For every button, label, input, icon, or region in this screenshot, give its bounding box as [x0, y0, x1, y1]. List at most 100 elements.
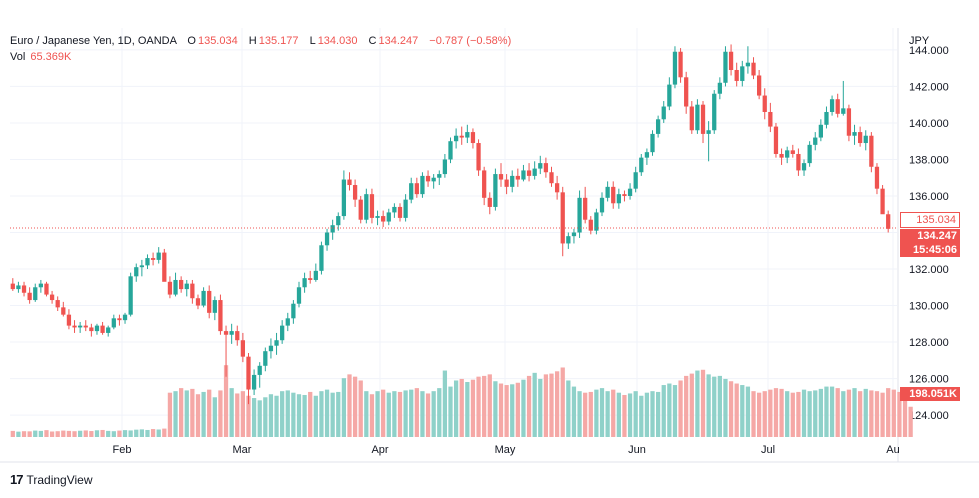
volume-bar [526, 375, 532, 437]
volume-bar [498, 383, 504, 437]
candle-body [566, 236, 571, 244]
candle-body [650, 133, 655, 153]
candle-body [145, 258, 150, 266]
volume-bar [695, 370, 700, 437]
volume-value: 65.369K [30, 51, 72, 63]
volume-bar [599, 388, 605, 437]
volume-bar [375, 391, 380, 437]
candle-body [504, 179, 509, 187]
volume-bar [128, 430, 133, 437]
volume-bar [549, 373, 554, 437]
volume-bar [33, 430, 38, 437]
candle-body [139, 265, 145, 268]
volume-bar [453, 380, 459, 437]
volume-bar [571, 386, 577, 437]
candle-body [869, 135, 874, 167]
volume-bar [150, 429, 156, 437]
volume-bar [785, 391, 790, 437]
volume-bar [201, 391, 206, 437]
candle-body [858, 132, 863, 144]
volume-bar [291, 392, 296, 437]
close-label: C [368, 35, 377, 47]
volume-bar [796, 391, 801, 437]
volume-bar [768, 389, 773, 437]
volume-bar [16, 431, 21, 437]
price-tick-label: 126.000 [909, 374, 949, 386]
candle-body [386, 212, 391, 222]
volume-bar [605, 391, 610, 437]
price-tick-label: 132.000 [909, 264, 949, 276]
volume-bar [869, 390, 874, 437]
volume-bar [841, 391, 846, 437]
candle-body [880, 188, 885, 215]
volume-bar [745, 386, 751, 437]
time-tick-label: Jul [761, 444, 775, 456]
candle-body [251, 374, 257, 390]
volume-bar [616, 392, 621, 437]
candle-body [762, 95, 767, 112]
price-tick-label: 140.000 [909, 118, 949, 130]
volume-bar [285, 390, 290, 437]
candle-body [229, 331, 234, 335]
volume-bar [807, 391, 812, 437]
candle-body [336, 216, 341, 226]
volume-legend[interactable]: Vol 65.369K [10, 51, 71, 63]
candle-body [841, 108, 846, 114]
candle-body [571, 232, 577, 237]
volume-bar [824, 386, 829, 437]
volume-bar [122, 430, 128, 437]
volume-bar [734, 383, 739, 437]
candle-body [588, 219, 593, 231]
candle-body [66, 314, 72, 326]
volume-bar [773, 388, 779, 437]
volume-bar [880, 392, 885, 437]
candle-body [470, 132, 476, 144]
volume-bar [639, 395, 644, 437]
symbol-legend[interactable]: Euro / Japanese Yen, 1D, OANDA O 135.034 … [10, 35, 511, 47]
volume-bar [296, 394, 302, 437]
candle-body [78, 325, 83, 328]
volume-bar [358, 380, 363, 437]
candle-body [268, 345, 274, 352]
volume-bar [779, 388, 784, 437]
tradingview-brand[interactable]: 17 TradingView [10, 472, 93, 487]
volume-bar [21, 431, 27, 437]
close-value: 134.247 [378, 35, 419, 47]
price-tick-label: 144.000 [909, 45, 949, 57]
volume-bar [280, 391, 285, 437]
volume-bar [381, 389, 386, 437]
volume-bar [818, 388, 823, 437]
candle-body [246, 356, 251, 390]
candle-body [594, 212, 599, 231]
volume-bar [235, 393, 240, 437]
candle-body [639, 157, 644, 173]
volume-bar [336, 391, 341, 437]
brand-name: TradingView [26, 472, 93, 487]
volume-bar [212, 397, 217, 437]
candle-body [122, 314, 128, 321]
candle-body [482, 170, 487, 198]
volume-bar [10, 430, 15, 437]
candle-body [740, 66, 745, 81]
volume-bar [667, 383, 672, 437]
candle-body [790, 150, 795, 154]
candle-body [38, 283, 43, 288]
candle-body [369, 194, 375, 218]
volume-bar [852, 388, 857, 437]
volume-bar [94, 430, 100, 437]
candle-body [813, 137, 818, 145]
volume-bar [672, 385, 678, 437]
volume-bar [874, 391, 880, 437]
candle-body [695, 104, 700, 131]
candle-body [549, 172, 554, 184]
candle-body [33, 287, 38, 301]
candle-body [605, 186, 610, 198]
candle-body [779, 153, 784, 158]
candle-body [807, 144, 812, 164]
volume-bar [448, 386, 453, 437]
candle-body [706, 130, 711, 134]
volume-bar [650, 391, 655, 437]
volume-bar [347, 374, 352, 437]
